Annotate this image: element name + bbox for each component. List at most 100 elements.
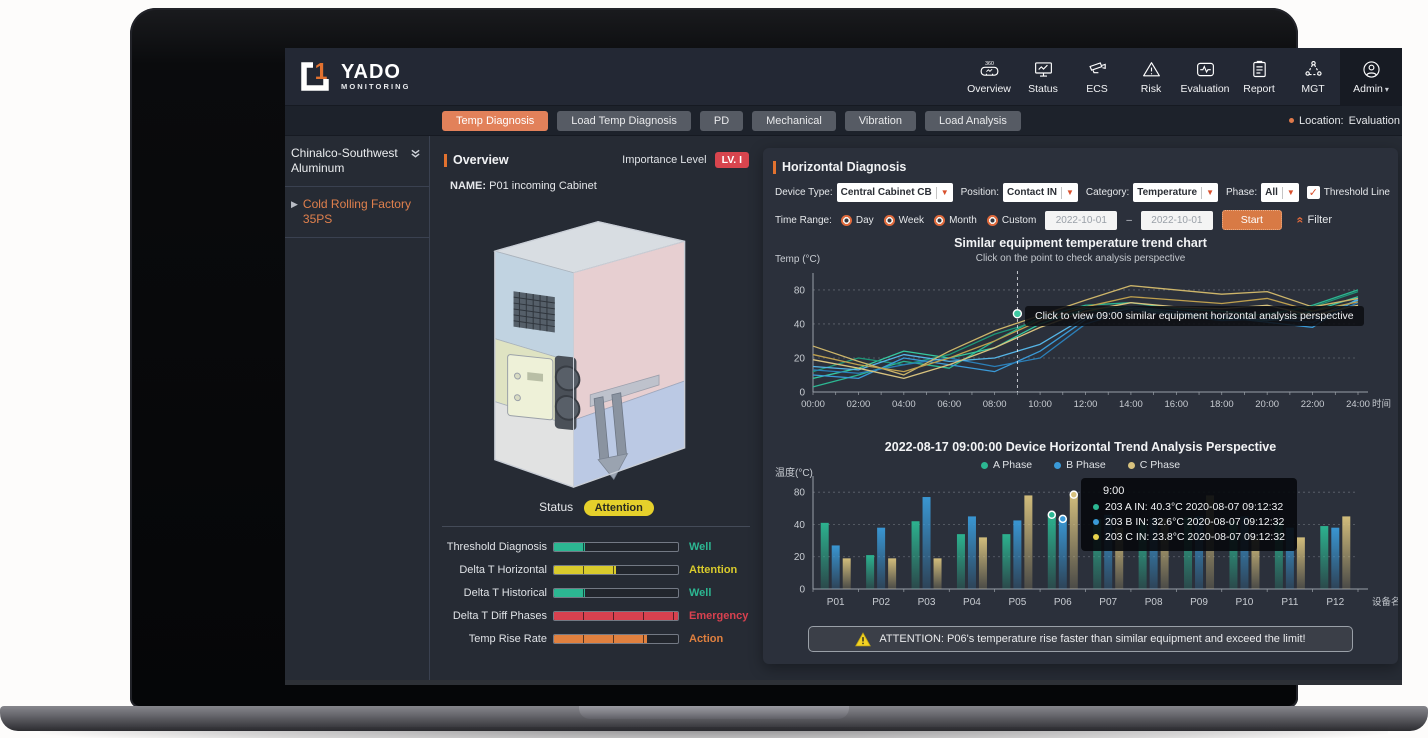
metric-status: Attention (689, 563, 738, 576)
sidebar: Chinalco-Southwest Aluminum ▶ Cold Rolli… (285, 136, 430, 680)
legend-item-a-phase[interactable]: A Phase (980, 459, 1032, 471)
nav-label: Status (1028, 82, 1058, 95)
metric-progress-bar (553, 541, 679, 552)
tab-vibration[interactable]: Vibration (844, 110, 916, 131)
metric-row: Threshold Diagnosis Well (430, 540, 763, 553)
top-nav: 360 Overview Status ECS Risk Evaluation Report… (962, 48, 1402, 105)
threshold-line-checkbox[interactable]: ✓ (1306, 186, 1320, 199)
position-select[interactable]: Contact IN ▼ (1003, 183, 1078, 202)
phase-select[interactable]: All ▼ (1261, 183, 1299, 202)
date-from-input[interactable]: 2022-10-01 (1045, 210, 1118, 230)
date-separator: – (1126, 214, 1132, 226)
metric-label: Threshold Diagnosis (446, 540, 547, 553)
nav-item-overview[interactable]: 360 Overview (962, 48, 1016, 105)
radio-label: Custom (1001, 214, 1037, 226)
svg-text:12:00: 12:00 (1074, 399, 1098, 410)
metric-status: Action (689, 632, 724, 645)
accent-bar (773, 160, 776, 174)
legend-label: B Phase (1066, 459, 1106, 471)
similar-equipment-trend-chart[interactable]: 0 20 40 80 00:00 02:00 04:00 06:00 08:00 10:00 12:… (763, 268, 1398, 420)
diagnosis-title: Horizontal Diagnosis (782, 160, 907, 174)
filter-label: Device Type: (775, 187, 833, 198)
time-range-radios: Day Week Month Custom (840, 214, 1037, 226)
legend-item-c-phase[interactable]: C Phase (1127, 459, 1180, 471)
filter-label: Position: (960, 187, 999, 198)
overview-panel: Overview Importance Level LV. I NAME: P0… (430, 136, 763, 680)
start-button[interactable]: Start (1221, 210, 1282, 230)
sidebar-item-factory[interactable]: ▶ Cold Rolling Factory 35PS (285, 187, 429, 238)
metric-status: Well (689, 586, 712, 599)
chevron-down-icon: ▼ (1066, 188, 1074, 197)
phase-dot-icon (1093, 519, 1099, 525)
nav-item-evaluation[interactable]: Evaluation (1178, 48, 1232, 105)
warning-triangle-icon (1141, 59, 1162, 80)
tab-load-temp-diagnosis[interactable]: Load Temp Diagnosis (557, 110, 691, 131)
nav-label: ECS (1086, 82, 1108, 95)
importance-label: Importance Level (622, 154, 707, 166)
chevron-down-icon: ▼ (1286, 188, 1295, 197)
svg-text:20: 20 (794, 353, 806, 364)
filter-group-phase: Phase: All ▼ (1226, 183, 1299, 202)
nav-item-admin[interactable]: Admin ▾ (1340, 48, 1402, 105)
svg-text:40: 40 (794, 319, 806, 330)
svg-text:40: 40 (794, 520, 806, 531)
svg-text:P02: P02 (872, 597, 890, 608)
vr-360-icon: 360 (979, 59, 1000, 80)
svg-text:时间: 时间 (1372, 398, 1391, 410)
category-select[interactable]: Temperature ▼ (1133, 183, 1219, 202)
device-type-select[interactable]: Central Cabinet CB ▼ (836, 183, 953, 202)
svg-text:20: 20 (794, 552, 806, 563)
app-header: 1 YADO MONITORING 360 Overview Status ECS Ri… (285, 48, 1402, 106)
metric-label: Delta T Horizontal (459, 563, 547, 576)
line-chart-y-unit: Temp (°C) (775, 254, 821, 265)
svg-text:14:00: 14:00 (1119, 399, 1143, 410)
radio-custom[interactable] (986, 214, 998, 226)
nav-label: Risk (1140, 82, 1162, 95)
date-to-input[interactable]: 2022-10-01 (1140, 210, 1213, 230)
filter-group-device-type: Device Type: Central Cabinet CB ▼ (775, 183, 953, 202)
nav-label: Overview (967, 82, 1011, 95)
status-label: Status (539, 500, 574, 514)
bar-chart-block: 2022-08-17 09:00:00 Device Horizontal Tr… (763, 440, 1398, 623)
svg-text:P04: P04 (963, 597, 981, 608)
nav-item-status[interactable]: Status (1016, 48, 1070, 105)
tooltip-time: 9:00 (1103, 485, 1125, 497)
legend-dot-icon (1127, 461, 1135, 469)
radio-day[interactable] (840, 214, 852, 226)
tooltip-text: 203 A IN: 40.3°C 2020-08-07 09:12:32 (1105, 501, 1284, 513)
metric-row: Temp Rise Rate Action (430, 632, 763, 645)
divider (442, 526, 750, 527)
nav-item-mgt[interactable]: MGT (1286, 48, 1340, 105)
tab-pd[interactable]: PD (699, 110, 744, 131)
device-name-label: NAME: (450, 180, 487, 192)
sidebar-item-company[interactable]: Chinalco-Southwest Aluminum (285, 136, 429, 187)
svg-text:08:00: 08:00 (983, 399, 1007, 410)
tab-temp-diagnosis[interactable]: Temp Diagnosis (442, 110, 549, 131)
nav-item-ecs[interactable]: ECS (1070, 48, 1124, 105)
pulse-icon (1195, 59, 1216, 80)
radio-label: Month (949, 214, 977, 226)
filter-label: Category: (1085, 187, 1130, 198)
radio-week[interactable] (883, 214, 895, 226)
svg-text:04:00: 04:00 (892, 399, 916, 410)
svg-text:1: 1 (315, 59, 328, 84)
filter-toggle[interactable]: « Filter (1293, 213, 1332, 227)
device-horizontal-bar-chart[interactable]: 0 20 40 80 P01 P02 P03 P04 P05 P06 P07 P08 P09 P10 P11… (763, 473, 1398, 623)
svg-text:P09: P09 (1190, 597, 1208, 608)
accent-bar (444, 153, 447, 167)
nav-item-report[interactable]: Report (1232, 48, 1286, 105)
svg-text:P01: P01 (827, 597, 845, 608)
line-chart-tooltip[interactable]: Click to view 09:00 similar equipment ho… (1025, 306, 1364, 326)
importance-level-badge: LV. I (714, 152, 749, 168)
radio-month[interactable] (934, 214, 946, 226)
metric-label: Delta T Historical (463, 586, 547, 599)
nav-item-risk[interactable]: Risk (1124, 48, 1178, 105)
phase-legend: A Phase B Phase C Phase (763, 459, 1398, 471)
tooltip-text: 203 C IN: 23.8°C 2020-08-07 09:12:32 (1105, 531, 1285, 543)
horizontal-diagnosis-card: Horizontal Diagnosis Device Type: Central… (763, 148, 1398, 664)
legend-item-b-phase[interactable]: B Phase (1054, 459, 1106, 471)
tab-mechanical[interactable]: Mechanical (752, 110, 836, 131)
tab-load-analysis[interactable]: Load Analysis (925, 110, 1021, 131)
factory-name: Cold Rolling Factory 35PS (302, 197, 411, 226)
status-row: Status Attention (430, 498, 763, 516)
